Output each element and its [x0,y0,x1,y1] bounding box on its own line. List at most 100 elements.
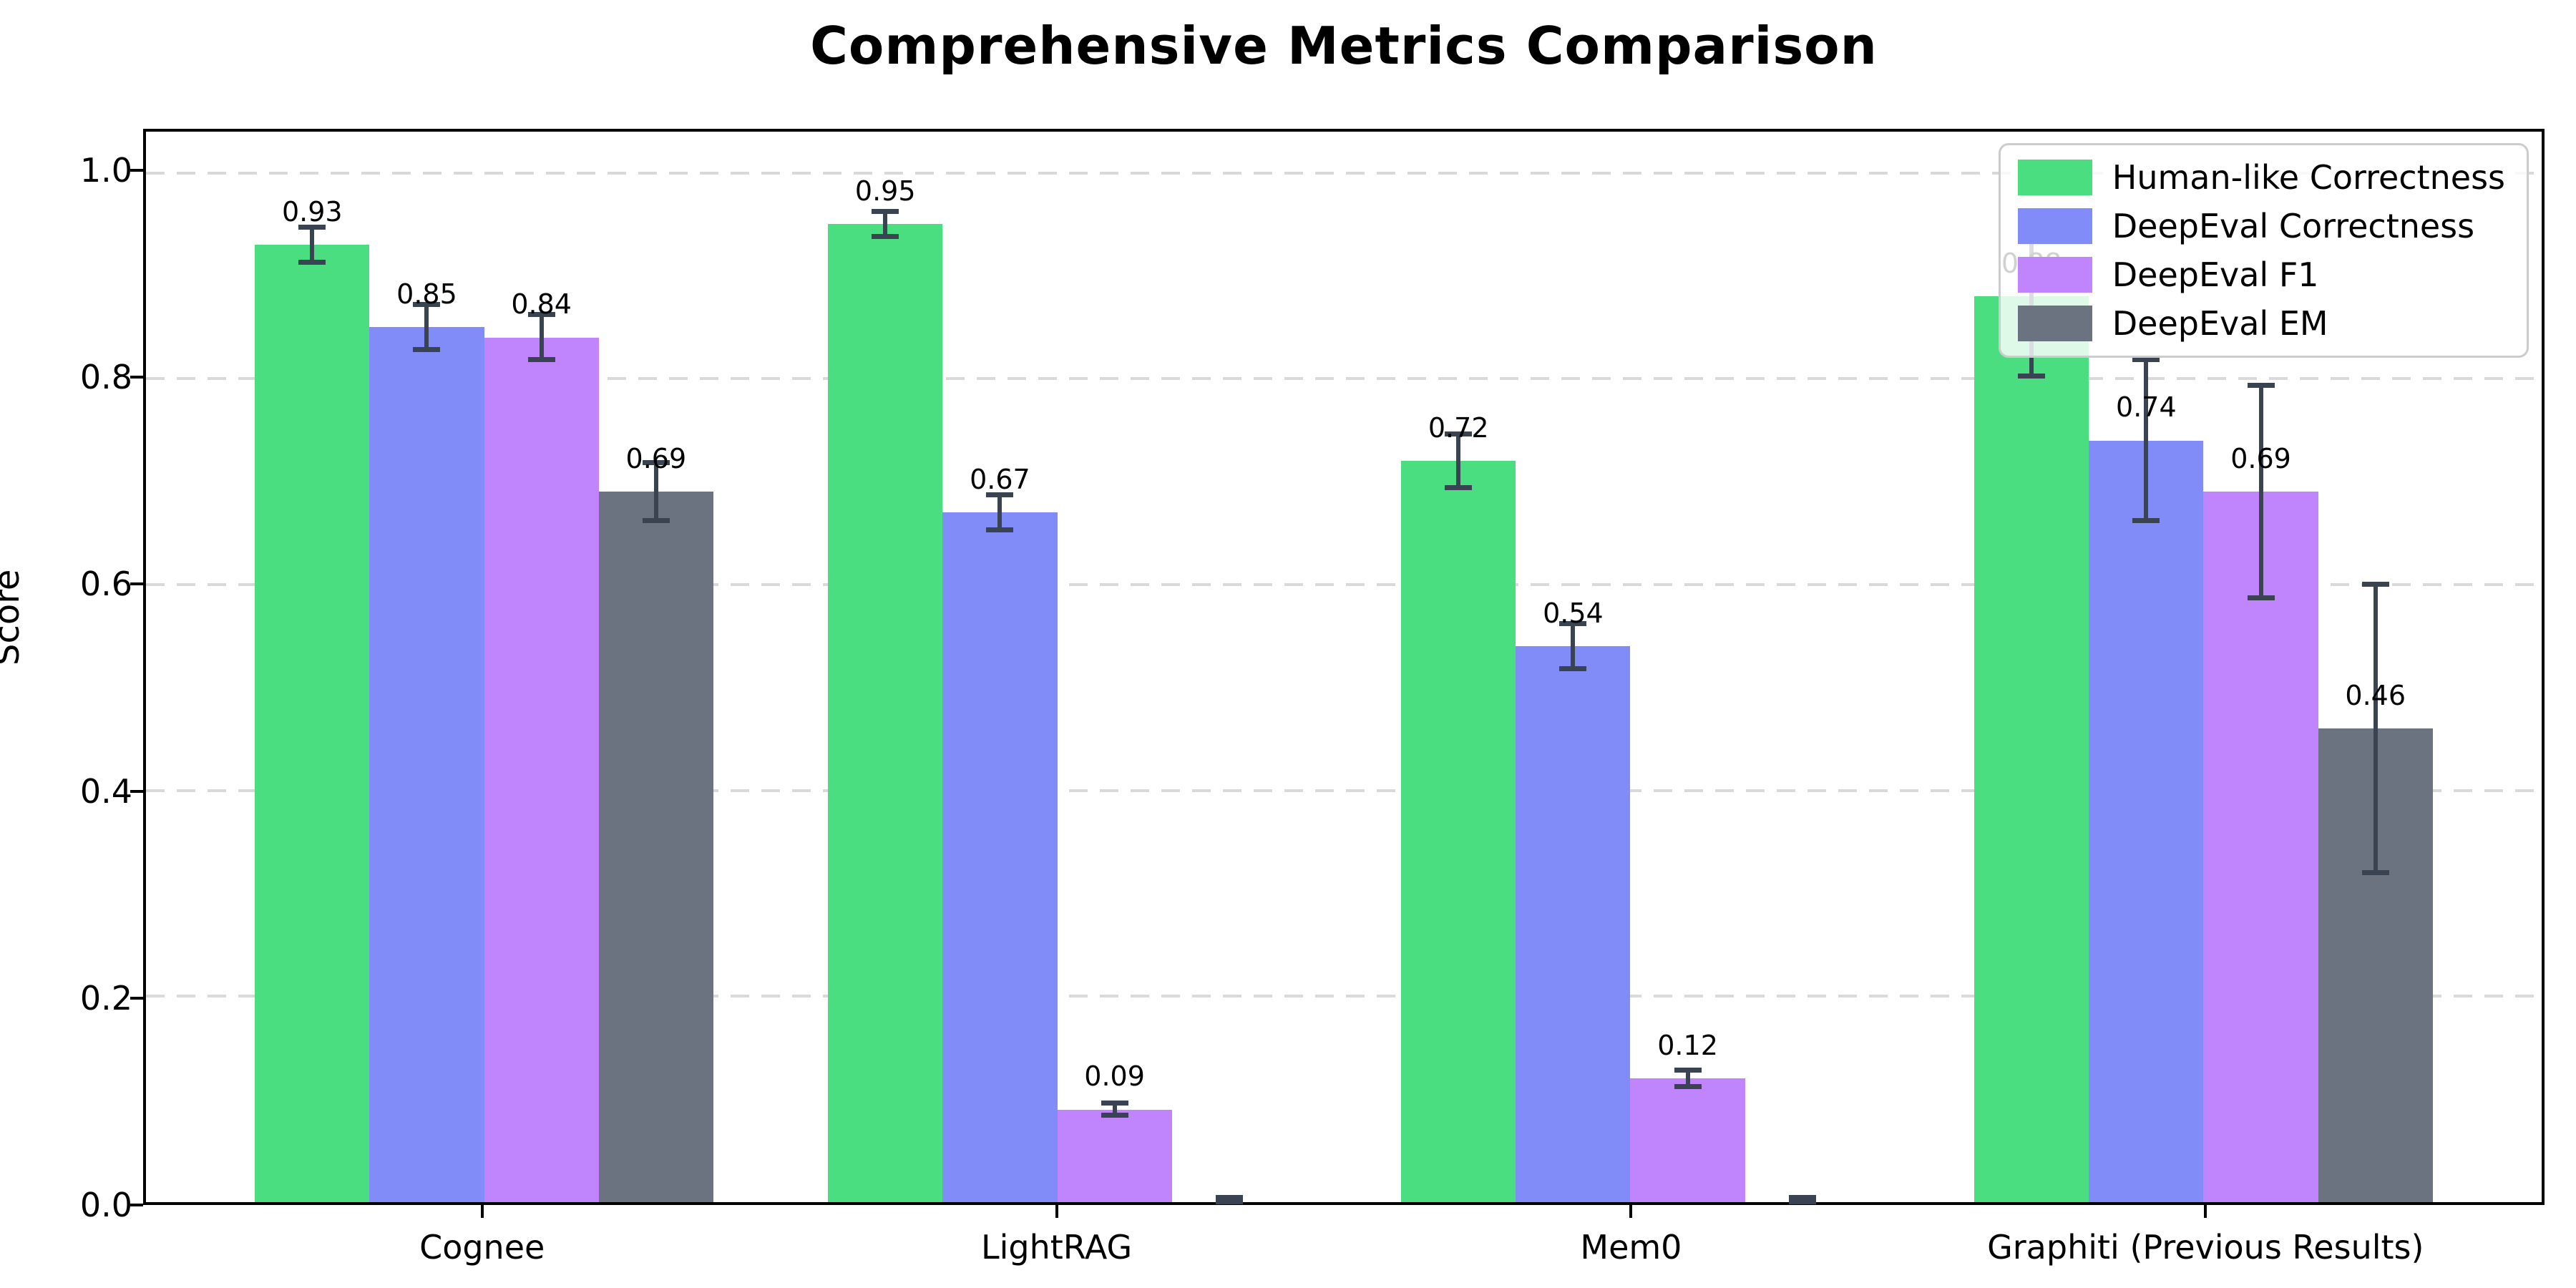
bar-deepeval-f1-1 [1057,1109,1172,1202]
error-cap-low-2-3 [1788,1199,1816,1204]
bar-value-label: 0.46 [2345,679,2406,711]
error-cap-high-1-2 [1101,1100,1128,1106]
error-cap-low-0-0 [298,259,326,265]
legend: Human-like Correctness DeepEval Correctne… [1998,143,2529,358]
x-tick-mark-2 [1629,1205,1633,1218]
error-cap-low-3-0 [2018,374,2046,379]
error-bar-0-3 [653,463,658,521]
bar-value-label: 0.09 [1084,1060,1145,1093]
error-cap-low-1-2 [1101,1113,1128,1118]
y-tick-label-0.0: 0.0 [79,1186,132,1224]
bar-deepeval-f1-0 [484,337,599,1202]
x-tick-label-0: Cognee [419,1228,545,1267]
error-bar-0-0 [310,227,315,263]
legend-swatch-icon [2017,160,2092,195]
y-tick-mark-0.8 [130,376,143,379]
error-bar-2-1 [1571,623,1576,669]
bar-deepeval-correctness-3 [2089,440,2204,1202]
bar-value-label: 0.72 [1428,411,1489,444]
bar-value-label: 0.54 [1543,597,1604,629]
bar-human-like-correctness-3 [1974,296,2089,1202]
gridline-0.4 [146,789,2542,792]
legend-item-deepeval-em: DeepEval EM [2017,304,2505,343]
bar-human-like-correctness-0 [255,245,370,1202]
error-bar-3-2 [2258,386,2263,598]
error-cap-low-0-3 [642,517,670,523]
y-tick-label-0.6: 0.6 [79,565,132,604]
y-tick-label-1.0: 1.0 [79,150,132,190]
bar-deepeval-em-0 [598,492,713,1202]
bar-value-label: 0.95 [854,175,916,208]
error-cap-high-2-0 [1445,431,1473,436]
y-axis-label: Score [0,569,27,665]
error-cap-low-3-1 [2132,517,2160,523]
error-bar-2-2 [1685,1070,1690,1087]
legend-item-deepeval-f1: DeepEval F1 [2017,255,2505,294]
error-cap-high-0-1 [413,301,441,307]
bar-deepeval-correctness-2 [1516,646,1631,1202]
x-tick-label-2: Mem0 [1580,1228,1682,1267]
bar-human-like-correctness-1 [828,224,943,1202]
error-cap-high-1-0 [872,209,899,215]
error-cap-low-1-3 [1215,1199,1243,1204]
error-cap-low-1-1 [986,527,1014,532]
error-cap-high-1-1 [986,492,1014,497]
error-bar-3-1 [2144,360,2149,521]
error-cap-low-2-2 [1674,1083,1702,1089]
legend-swatch-icon [2017,306,2092,341]
error-cap-high-0-2 [527,312,555,318]
legend-item-human-like-correctness: Human-like Correctness [2017,158,2505,197]
bar-value-label: 0.85 [396,278,457,310]
y-tick-mark-0.4 [130,789,143,793]
error-cap-low-0-1 [413,346,441,352]
error-cap-low-1-0 [872,233,899,239]
x-tick-mark-0 [480,1205,484,1218]
x-tick-mark-1 [1055,1205,1058,1218]
error-bar-3-3 [2373,584,2378,873]
bar-deepeval-f1-2 [1630,1078,1745,1202]
y-tick-label-0.4: 0.4 [79,771,132,811]
error-cap-high-0-3 [642,460,670,466]
legend-swatch-icon [2017,257,2092,293]
bar-value-label: 0.69 [2230,443,2291,475]
bar-value-label: 0.74 [2116,391,2177,424]
y-tick-label-0.8: 0.8 [79,358,132,397]
error-cap-high-3-1 [2132,357,2160,363]
plot-area: 0.930.950.720.880.850.670.540.740.840.09… [143,129,2545,1205]
error-cap-high-2-2 [1674,1067,1702,1073]
y-tick-mark-0.0 [130,1204,143,1206]
bar-deepeval-correctness-0 [369,327,484,1202]
error-bar-2-0 [1456,434,1461,488]
y-tick-mark-0.2 [130,996,143,1000]
x-tick-mark-3 [2204,1205,2207,1218]
bar-human-like-correctness-2 [1401,461,1516,1202]
gridline-0.6 [146,582,2542,586]
bar-value-label: 0.67 [970,463,1030,495]
bar-value-label: 0.12 [1657,1029,1718,1061]
bar-deepeval-f1-3 [2203,492,2318,1202]
error-cap-high-2-3 [1788,1195,1816,1201]
x-tick-label-3: Graphiti (Previous Results) [1987,1228,2424,1267]
chart-title: Comprehensive Metrics Comparison [810,16,1878,76]
error-cap-high-0-0 [298,224,326,230]
error-cap-high-3-3 [2361,581,2389,587]
error-cap-high-3-2 [2247,383,2275,389]
error-cap-low-2-1 [1559,665,1587,671]
gridline-0.8 [146,377,2542,381]
error-cap-high-2-1 [1559,620,1587,626]
legend-swatch-icon [2017,208,2092,244]
gridline-1.0 [146,171,2542,175]
error-bar-1-2 [1112,1103,1117,1116]
error-cap-low-0-2 [527,357,555,363]
y-tick-label-0.2: 0.2 [79,978,132,1018]
legend-label: DeepEval EM [2112,304,2328,343]
error-cap-high-1-3 [1215,1195,1243,1201]
error-bar-0-2 [539,315,544,361]
legend-item-deepeval-correctness: DeepEval Correctness [2017,207,2505,245]
y-tick-mark-1.0 [130,168,143,172]
legend-label: DeepEval F1 [2112,255,2319,294]
error-cap-low-3-2 [2247,595,2275,600]
bar-deepeval-correctness-1 [942,512,1058,1202]
bar-value-label: 0.93 [281,195,343,228]
